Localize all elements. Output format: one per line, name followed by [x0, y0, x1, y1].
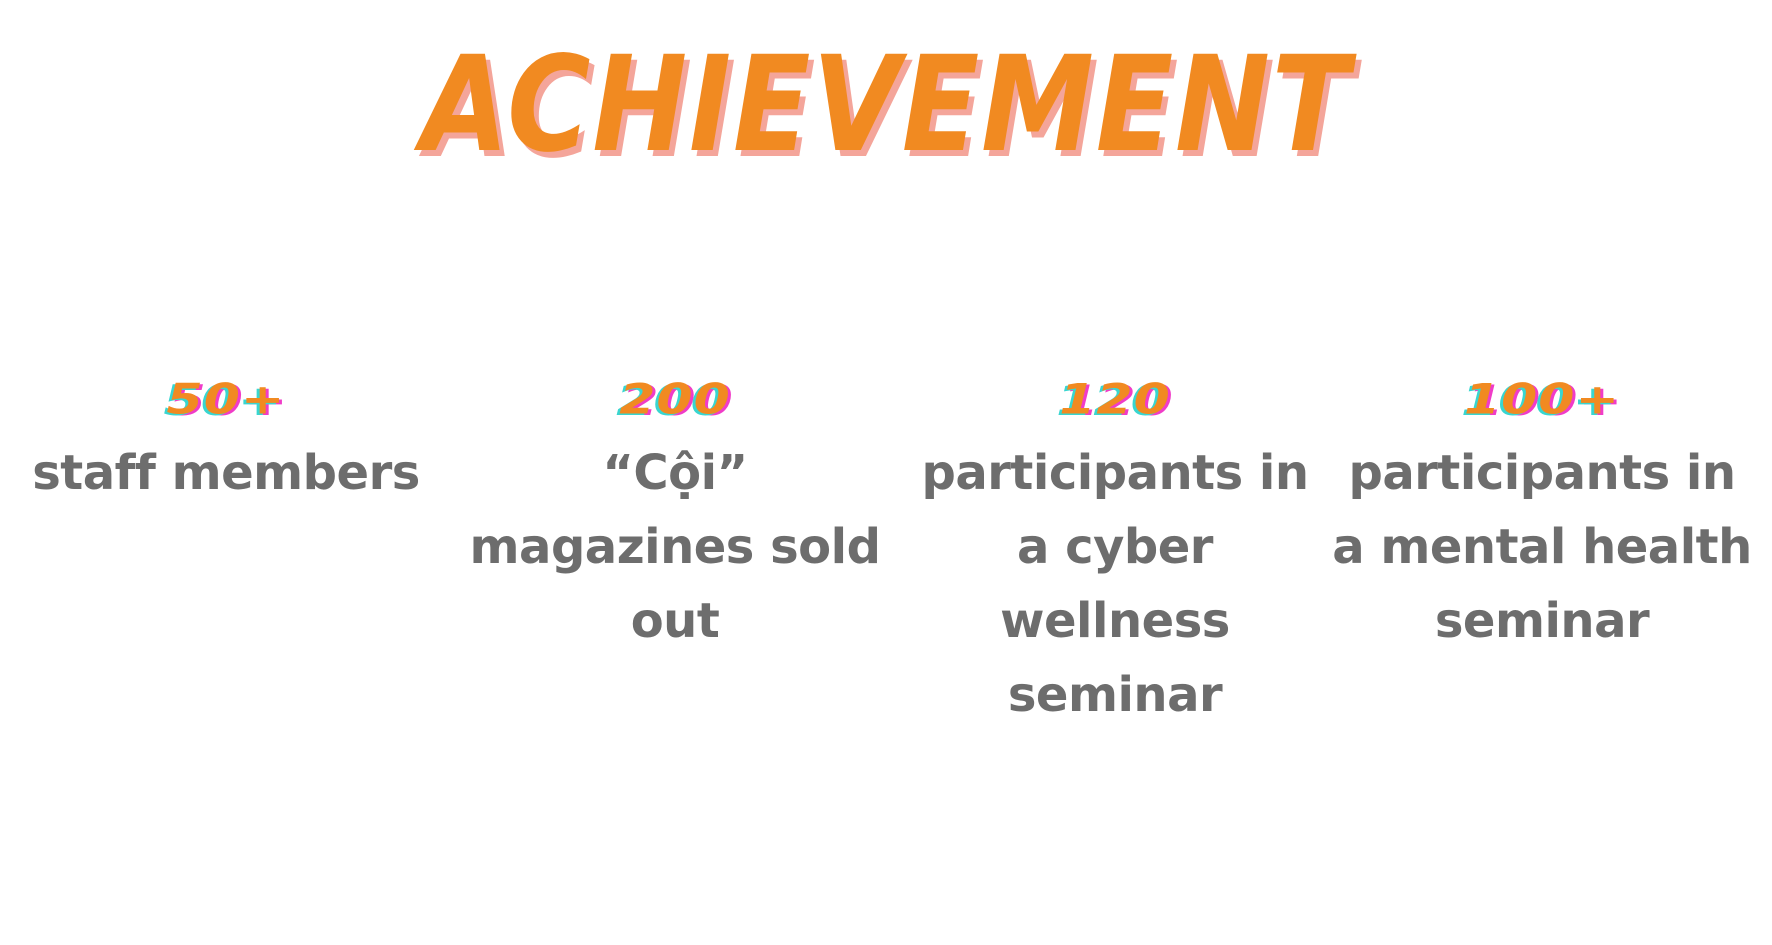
- page-title: ACHIEVEMENT: [421, 28, 1351, 182]
- stat-number: 120: [1059, 376, 1171, 424]
- stat-card: 100+ participants in a mental health sem…: [1322, 370, 1762, 658]
- stat-card: 120 participants in a cyber wellness sem…: [895, 370, 1335, 732]
- stat-label: “Cội” magazines sold out: [469, 445, 881, 649]
- stat-label: staff members: [32, 445, 420, 501]
- stat-number: 100+: [1463, 376, 1621, 424]
- stat-number: 200: [619, 376, 731, 424]
- stat-label: participants in a cyber wellness seminar: [921, 445, 1310, 723]
- stat-card: 50+ staff members: [6, 370, 446, 510]
- stat-label: participants in a mental health seminar: [1332, 445, 1752, 649]
- stat-number: 50+: [166, 376, 286, 424]
- stat-card: 200 “Cội” magazines sold out: [455, 370, 895, 658]
